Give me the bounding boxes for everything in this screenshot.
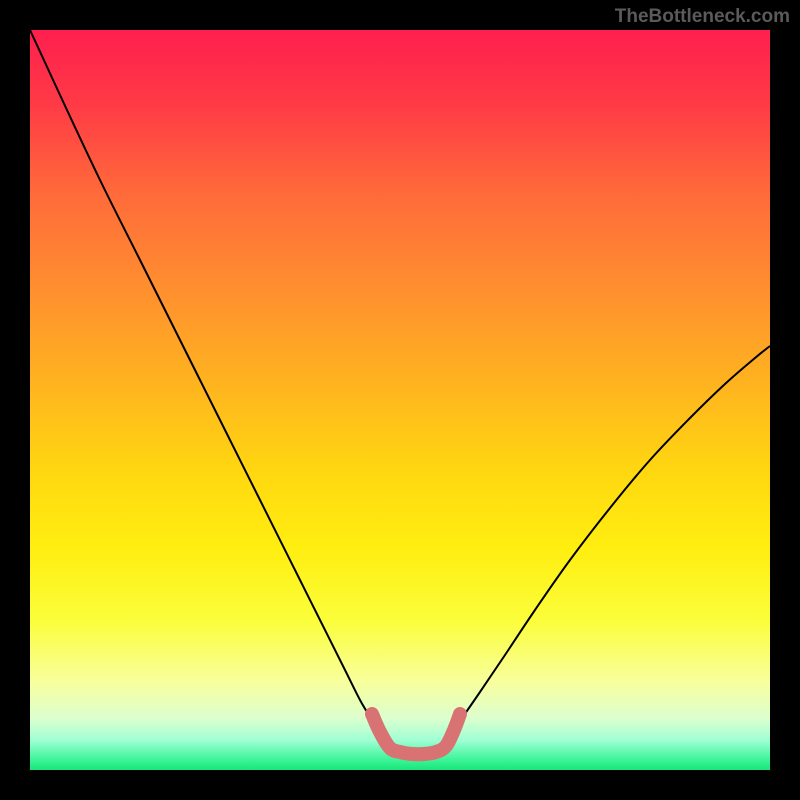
chart-container: TheBottleneck.com [0,0,800,800]
watermark-text: TheBottleneck.com [615,6,790,28]
plot-area [30,30,770,770]
bottleneck-chart [0,0,800,800]
